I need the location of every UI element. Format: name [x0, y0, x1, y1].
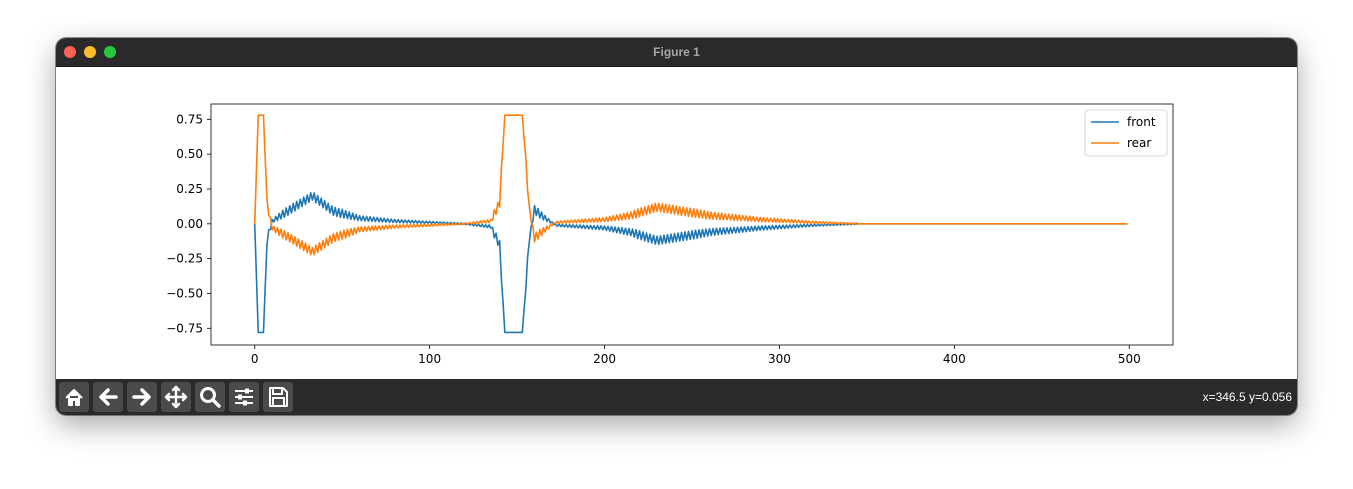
axes-frame — [210, 103, 1174, 346]
navigation-toolbar: x=346.5 y=0.056 — [56, 379, 1297, 415]
y-tick-label: 0.50 — [176, 147, 203, 161]
zoom-button[interactable] — [195, 382, 225, 412]
configure-subplots-icon — [235, 388, 253, 406]
y-tick-label: −0.50 — [166, 286, 203, 300]
window-title: Figure 1 — [653, 45, 700, 59]
x-tick-label: 200 — [593, 352, 616, 366]
legend-label-front: front — [1127, 115, 1156, 129]
maximize-button[interactable] — [104, 46, 116, 58]
title-bar: Figure 1 — [56, 38, 1297, 67]
forward-button[interactable] — [127, 382, 157, 412]
x-tick-label: 300 — [768, 352, 791, 366]
legend: front rear — [1084, 109, 1168, 157]
close-button[interactable] — [64, 46, 76, 58]
x-tick-label: 400 — [943, 352, 966, 366]
configure-subplots-button[interactable] — [229, 382, 259, 412]
zoom-icon — [200, 387, 221, 408]
x-tick-label: 0 — [251, 352, 259, 366]
y-tick-label: 0.25 — [176, 182, 203, 196]
minimize-button[interactable] — [84, 46, 96, 58]
x-tick-label: 100 — [418, 352, 441, 366]
home-icon — [65, 389, 83, 406]
pan-icon — [164, 385, 188, 409]
line-chart: 0 100 200 300 400 500 −0.75 −0.50 −0.25 0.00 0.25 0… — [166, 103, 1174, 366]
back-icon — [99, 388, 118, 406]
figure-canvas[interactable]: 0 100 200 300 400 500 −0.75 −0.50 −0.25 0.00 0.25 0… — [56, 67, 1297, 379]
y-tick-label: −0.25 — [166, 252, 203, 266]
cursor-coordinates: x=346.5 y=0.056 — [1202, 390, 1292, 404]
forward-icon — [132, 388, 151, 406]
pan-button[interactable] — [161, 382, 191, 412]
y-tick-label: 0.00 — [176, 217, 203, 231]
x-tick-label: 500 — [1118, 352, 1141, 366]
figure-window: Figure 1 0 100 200 300 400 500 −0.75 −0.50 −0.25… — [56, 38, 1297, 415]
series-line-rear — [253, 114, 1128, 256]
back-button[interactable] — [93, 382, 123, 412]
y-tick-label: −0.75 — [166, 321, 203, 335]
legend-label-rear: rear — [1127, 136, 1151, 150]
home-button[interactable] — [59, 382, 89, 412]
save-button[interactable] — [263, 382, 293, 412]
y-tick-label: 0.75 — [176, 112, 203, 126]
save-icon — [269, 387, 288, 407]
